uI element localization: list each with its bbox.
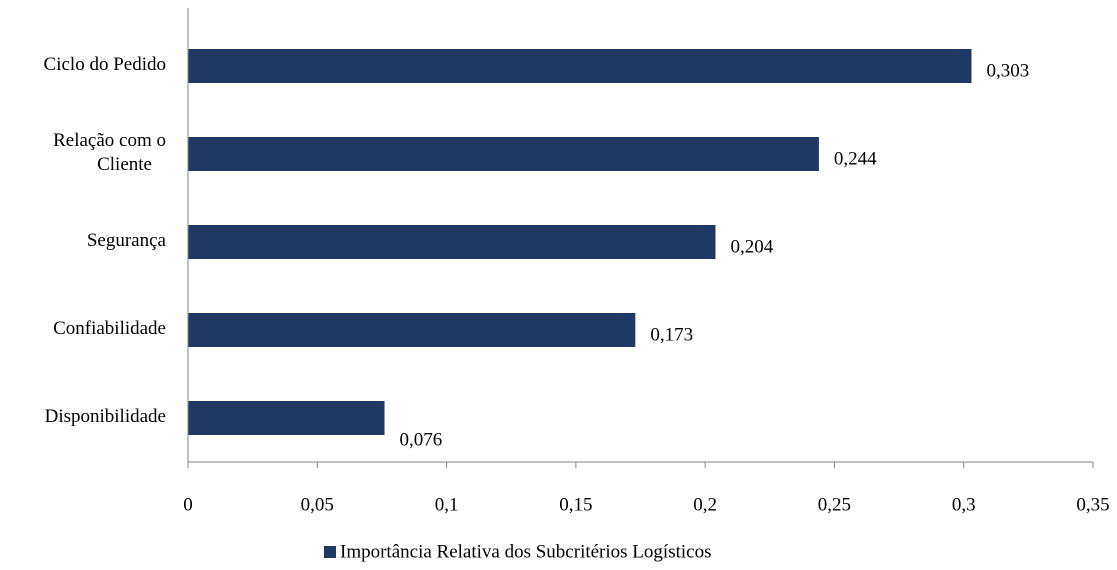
bars-layer [188,49,972,435]
x-tick-label-4: 0,15 [559,494,592,515]
x-tick-label-3: 0,1 [435,494,459,515]
category-label-4: Confiabilidade [53,318,166,339]
labels-layer: 0,303 Ciclo do Pedido 0,244 Relação com o Cl… [44,54,1110,515]
x-tick-label-7: 0,3 [952,494,976,515]
x-tick-label-8: 0,35 [1076,494,1109,515]
x-tick-label-5: 0,2 [693,494,717,515]
x-tick-label-1: 0 [183,494,193,515]
category-label-5: Disponibilidade [45,406,166,427]
bar-1 [188,49,972,83]
bar-3 [188,225,716,259]
legend: Importância Relativa dos Subcritérios Lo… [324,541,711,562]
x-tick-label-6: 0,25 [818,494,851,515]
legend-label: Importância Relativa dos Subcritérios Lo… [340,541,711,562]
data-label-5: 0,076 [400,429,443,450]
data-label-2: 0,244 [834,148,877,169]
bar-4 [188,313,636,347]
x-tick-label-2: 0,05 [301,494,334,515]
data-label-4: 0,173 [650,324,693,345]
bar-5 [188,401,385,435]
data-label-1: 0,303 [986,60,1029,81]
category-label-1: Ciclo do Pedido [44,54,166,75]
data-label-3: 0,204 [730,236,773,257]
category-label-3: Segurança [87,230,167,251]
axes-layer [187,8,1094,468]
category-label-2: Relação com o Cliente [53,130,166,175]
bar-2 [188,137,819,171]
legend-swatch [324,546,336,558]
